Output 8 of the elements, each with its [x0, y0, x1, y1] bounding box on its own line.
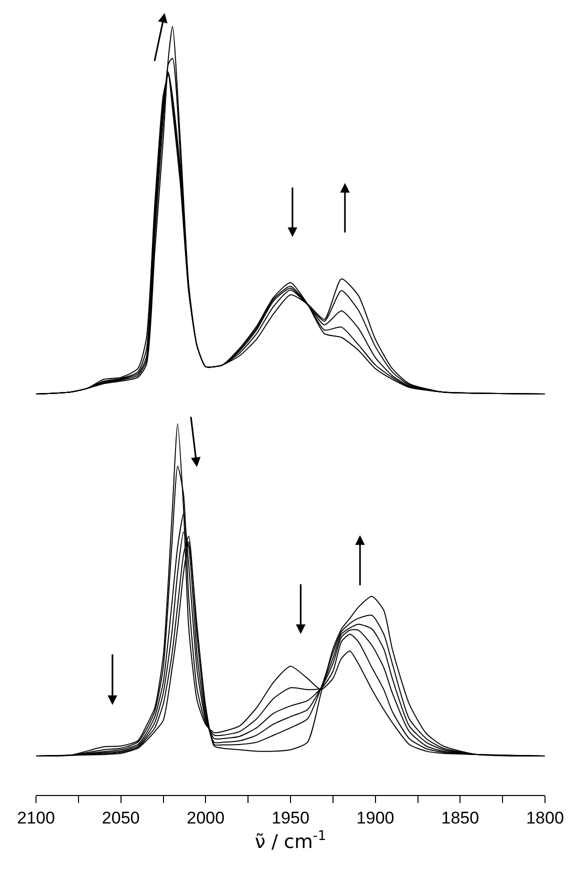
x-tick-label: 1950	[272, 808, 310, 828]
x-axis-title: ν̃ / cm$^{-1}$	[254, 829, 326, 854]
x-tick-label: 1900	[356, 808, 394, 828]
x-tick-label: 1800	[526, 808, 564, 828]
x-tick-label: 1850	[441, 808, 480, 828]
x-tick-label: 2100	[17, 808, 55, 828]
x-tick-label: 2000	[186, 808, 225, 828]
x-tick-label: 2050	[102, 808, 140, 828]
